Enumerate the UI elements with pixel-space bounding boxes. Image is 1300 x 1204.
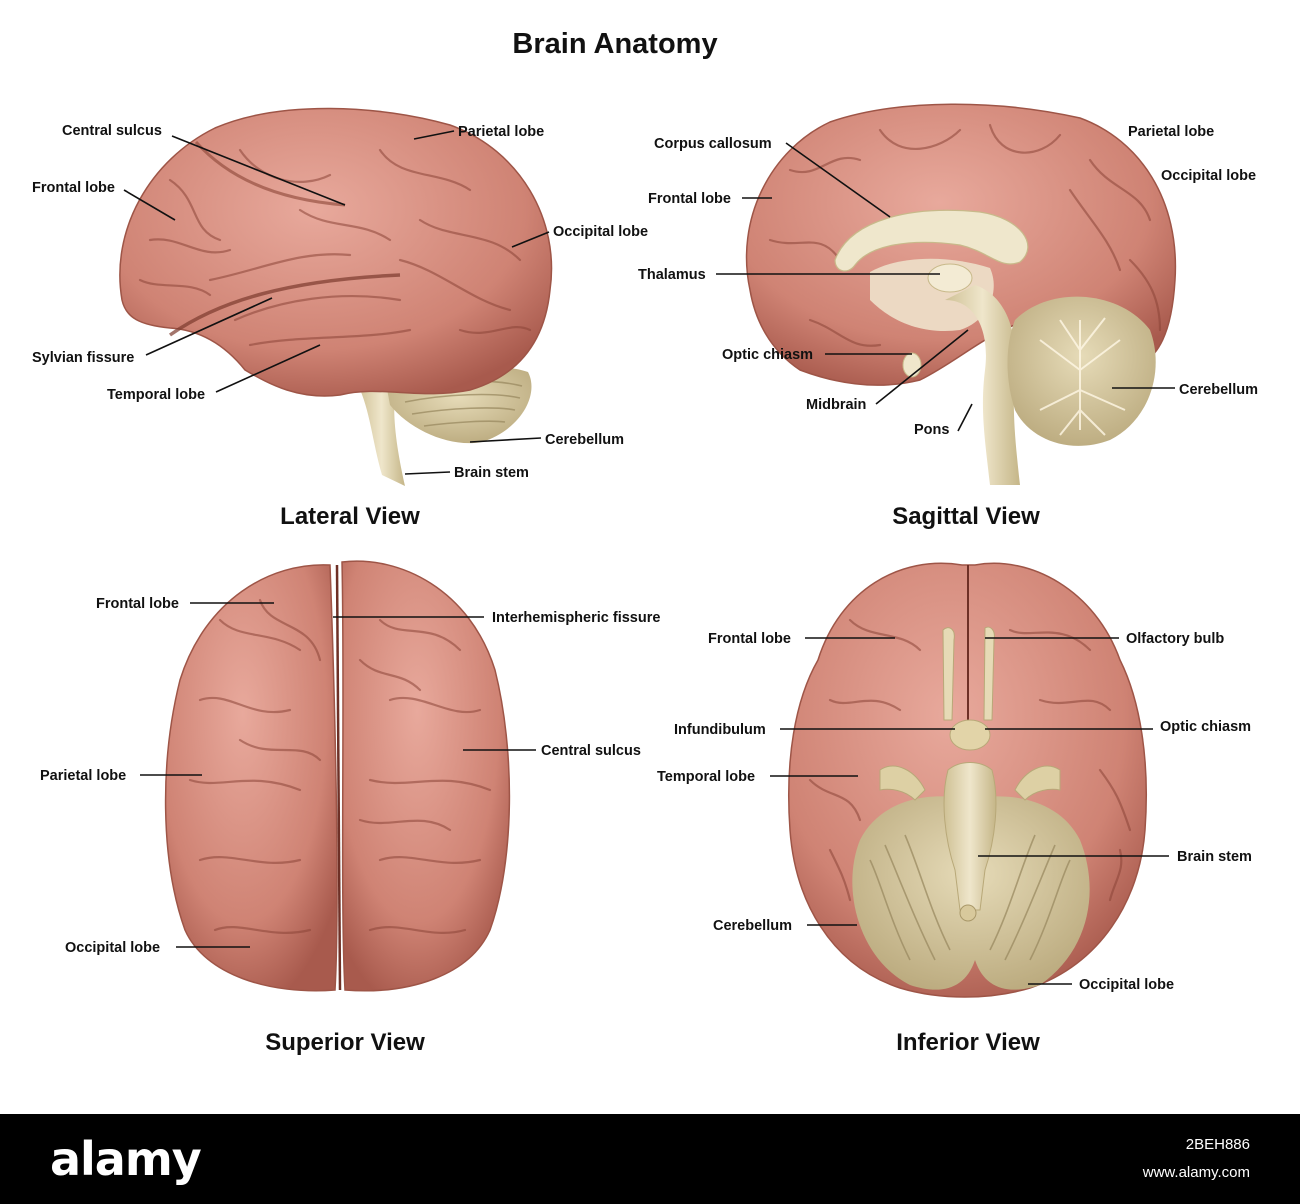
lateral-view: Central sulcus Parietal lobe Frontal lob… [32,107,648,530]
lateral-label-parietal-lobe: Parietal lobe [458,124,544,140]
superior-right-hemisphere [341,560,511,992]
inferior-view: Frontal lobe Olfactory bulb Infundibulum… [657,562,1252,1056]
page-title: Brain Anatomy [512,28,718,60]
superior-label-interhemispheric-fissure: Interhemispheric fissure [492,610,660,626]
sagittal-label-corpus-callosum: Corpus callosum [654,136,772,152]
inferior-label-infundibulum: Infundibulum [674,722,766,738]
lateral-brain-stem [358,385,405,486]
lateral-label-cerebellum: Cerebellum [545,432,624,448]
inferior-label-optic-chiasm: Optic chiasm [1160,719,1251,735]
superior-left-hemisphere [164,564,338,992]
sagittal-label-pons: Pons [914,422,949,438]
lateral-label-central-sulcus: Central sulcus [62,123,162,139]
sagittal-label-midbrain: Midbrain [806,397,866,413]
lateral-label-sylvian-fissure: Sylvian fissure [32,350,134,366]
sagittal-label-parietal-lobe: Parietal lobe [1128,124,1214,140]
sagittal-brain-stem [945,285,1020,485]
lateral-label-temporal-lobe: Temporal lobe [107,387,205,403]
site-url: www.alamy.com [1142,1164,1250,1181]
sagittal-cerebellum [1007,296,1156,446]
sagittal-corpus-callosum [834,209,1029,272]
superior-leaders [140,602,536,948]
superior-label-central-sulcus: Central sulcus [541,743,641,759]
superior-label-occipital-lobe: Occipital lobe [65,940,160,956]
sagittal-label-thalamus: Thalamus [638,267,706,283]
sagittal-label-optic-chiasm: Optic chiasm [722,347,813,363]
watermark-footer: alamy 2BEH886 www.alamy.com [0,1114,1300,1204]
lateral-leaders [123,130,550,475]
inferior-brain-stem [943,762,997,911]
lateral-label-frontal-lobe: Frontal lobe [32,180,115,196]
sagittal-view-caption: Sagittal View [892,503,1040,530]
brain-diagram: Central sulcus Parietal lobe Frontal lob… [32,103,1258,1056]
inferior-label-olfactory-bulb: Olfactory bulb [1126,631,1224,647]
sagittal-view: Corpus callosum Parietal lobe Occipital … [638,103,1258,530]
sagittal-label-frontal-lobe: Frontal lobe [648,191,731,207]
superior-view-caption: Superior View [265,1029,425,1056]
image-id: 2BEH886 [1185,1136,1250,1153]
superior-label-frontal-lobe: Frontal lobe [96,596,179,612]
sagittal-label-occipital-lobe: Occipital lobe [1161,168,1256,184]
lateral-cerebrum [119,107,553,397]
sagittal-leaders [716,142,1175,432]
superior-view: Frontal lobe Interhemispheric fissure Ce… [40,560,660,1056]
inferior-leaders [770,637,1169,985]
inferior-view-caption: Inferior View [896,1029,1040,1056]
inferior-label-frontal-lobe: Frontal lobe [708,631,791,647]
inferior-label-brain-stem: Brain stem [1177,849,1252,865]
superior-label-parietal-lobe: Parietal lobe [40,768,126,784]
inferior-label-cerebellum: Cerebellum [713,918,792,934]
alamy-logo: alamy [50,1132,202,1186]
sagittal-label-cerebellum: Cerebellum [1179,382,1258,398]
lateral-view-caption: Lateral View [280,503,420,530]
lateral-label-brain-stem: Brain stem [454,465,529,481]
inferior-label-temporal-lobe: Temporal lobe [657,769,755,785]
inferior-label-occipital-lobe: Occipital lobe [1079,977,1174,993]
lateral-label-occipital-lobe: Occipital lobe [553,224,648,240]
